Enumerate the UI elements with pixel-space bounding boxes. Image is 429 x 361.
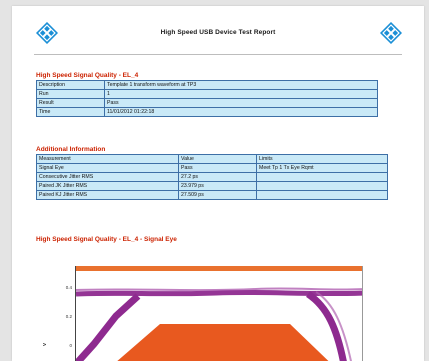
y-tick-label: 0.2: [65, 314, 72, 319]
column-header: Limits: [256, 154, 388, 164]
logo-icon: [36, 22, 58, 44]
table-cell: Pass: [104, 98, 378, 108]
table-cell: [256, 172, 388, 182]
table-row: Consecutive Jitter RMS 27.2 ps: [36, 172, 388, 182]
report-title: High Speed USB Device Test Report: [160, 29, 276, 36]
table-row: Run 1: [36, 89, 378, 99]
table-cell: Template 1 transform waveform at TP3: [104, 80, 378, 90]
signal-quality-table: Description Template 1 transform wavefor…: [36, 80, 378, 117]
section-title-signal-quality: High Speed Signal Quality - EL_4: [36, 72, 139, 79]
table-cell: 1: [104, 89, 378, 99]
table-row: Paired JK Jitter RMS 23.979 ps: [36, 181, 388, 191]
table-row: Time 11/01/2012 01:22:18: [36, 107, 378, 117]
eye-trace-upper-noise: [76, 287, 362, 292]
eye-mask-hexagon: [117, 324, 329, 361]
table-cell: 11/01/2012 01:22:18: [104, 107, 378, 117]
column-header: Value: [178, 154, 257, 164]
eye-trace-falling-edge: [305, 291, 347, 361]
table-row: Result Pass: [36, 98, 378, 108]
table-cell: [256, 181, 388, 191]
table-row: Paired KJ Jitter RMS 27.509 ps: [36, 190, 388, 200]
table-cell: 27.509 ps: [178, 190, 257, 200]
table-header-row: Measurement Value Limits: [36, 154, 388, 164]
table-cell: Result: [36, 98, 105, 108]
y-axis-label: V: [42, 342, 47, 346]
section-title-signal-eye: High Speed Signal Quality - EL_4 - Signa…: [36, 236, 177, 243]
y-tick-label: 0.4: [65, 285, 72, 290]
chart-top-limit-bar: [76, 266, 362, 271]
eye-diagram-svg: [76, 287, 362, 361]
logo-icon: [380, 22, 402, 44]
table-cell: Consecutive Jitter RMS: [36, 172, 179, 182]
table-cell: Pass: [178, 163, 257, 173]
table-cell: Signal Eye: [36, 163, 179, 173]
y-tick-label: 0: [69, 343, 72, 348]
table-cell: Paired KJ Jitter RMS: [36, 190, 179, 200]
eye-trace-rising-edge: [76, 293, 141, 361]
section-title-additional-info: Additional Information: [36, 146, 106, 153]
additional-info-table: Measurement Value Limits Signal Eye Pass…: [36, 154, 388, 200]
table-cell: 23.979 ps: [178, 181, 257, 191]
header-divider: [34, 54, 402, 55]
report-page: High Speed USB Device Test Report High S…: [12, 6, 424, 361]
column-header: Measurement: [36, 154, 179, 164]
signal-eye-chart: [75, 266, 363, 361]
table-row: Description Template 1 transform wavefor…: [36, 80, 378, 90]
table-cell: Paired JK Jitter RMS: [36, 181, 179, 191]
table-cell: Meet Tp 1 Tx Eye Rqmt: [256, 163, 388, 173]
table-row: Signal Eye Pass Meet Tp 1 Tx Eye Rqmt: [36, 163, 388, 173]
table-cell: Description: [36, 80, 105, 90]
table-cell: Time: [36, 107, 105, 117]
table-cell: 27.2 ps: [178, 172, 257, 182]
table-cell: [256, 190, 388, 200]
table-cell: Run: [36, 89, 105, 99]
